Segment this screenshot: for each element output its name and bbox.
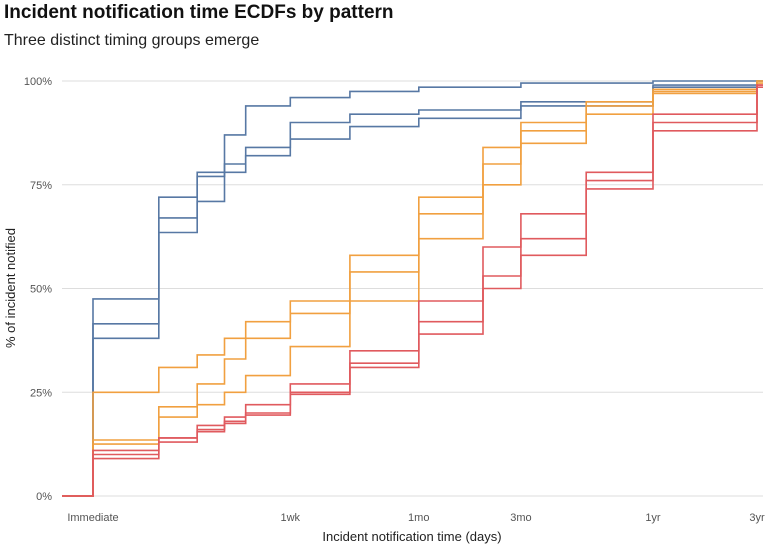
x-tick-label: 1yr — [645, 512, 661, 524]
chart-subtitle: Three distinct timing groups emerge — [4, 32, 260, 49]
x-tick-label: 1mo — [408, 512, 429, 524]
x-tick-labels: Immediate 1wk 1mo 3mo 1yr 3yr — [67, 512, 765, 524]
series-line-9 — [62, 84, 763, 497]
x-axis-label: Incident notification time (days) — [322, 529, 501, 544]
series-lines — [62, 80, 763, 497]
y-tick-label: 50% — [30, 284, 52, 296]
gridlines — [62, 80, 763, 497]
y-tick-label: 75% — [30, 180, 52, 192]
x-tick-label: 3yr — [749, 512, 765, 524]
series-line-5 — [62, 80, 763, 497]
x-tick-label: Immediate — [67, 512, 118, 524]
y-axis-label: % of incident notified — [3, 228, 18, 348]
series-line-7 — [62, 86, 763, 497]
series-line-8 — [62, 84, 763, 497]
y-tick-label: 0% — [36, 491, 52, 503]
y-tick-label: 25% — [30, 387, 52, 399]
x-tick-label: 3mo — [510, 512, 531, 524]
y-tick-labels: 0% 25% 50% 75% 100% — [24, 76, 52, 503]
chart-title: Incident notification time ECDFs by patt… — [4, 2, 394, 23]
series-line-6 — [62, 82, 763, 497]
x-tick-label: 1wk — [280, 512, 300, 524]
y-tick-label: 100% — [24, 76, 52, 88]
